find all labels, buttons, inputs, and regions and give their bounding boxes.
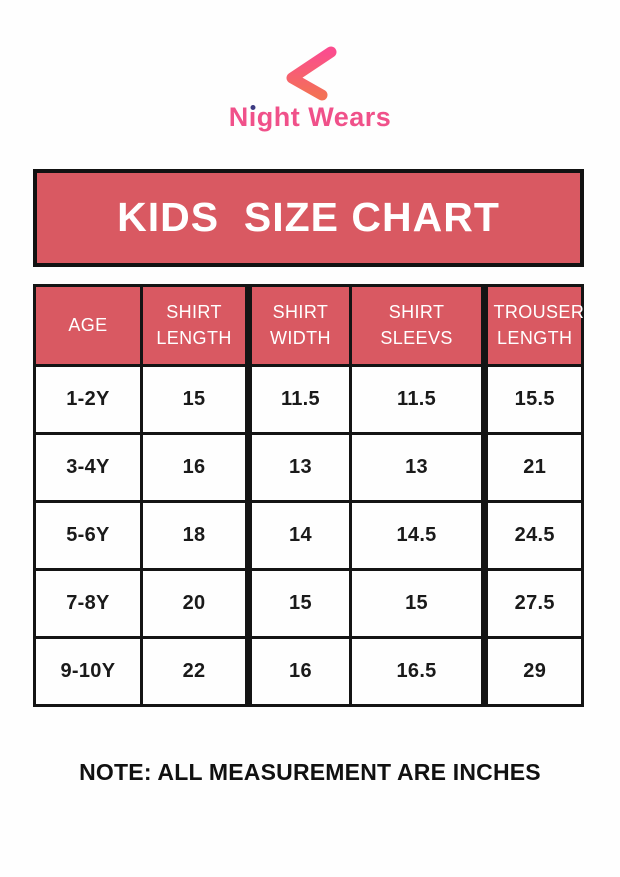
measurement-note: NOTE: ALL MEASUREMENT ARE INCHES <box>79 758 541 785</box>
cell-shirt-sleevs: 16.5 <box>348 635 487 707</box>
cell-shirt-width: 14 <box>245 499 352 571</box>
table-row: 1-2Y 15 11.5 11.5 15.5 <box>33 363 584 435</box>
i-dot-icon <box>250 105 256 110</box>
cell-shirt-length: 20 <box>139 567 251 639</box>
brand-wordmark-i: ı <box>248 102 257 132</box>
cell-shirt-length: 15 <box>139 363 251 435</box>
cell-age: 3-4Y <box>33 431 143 503</box>
kids-size-table: AGE SHIRT LENGTH SHIRT WIDTH SHIRT SLEEV… <box>33 283 584 707</box>
cell-age: 7-8Y <box>33 567 143 639</box>
column-header-shirt-sleevs: SHIRT SLEEVS <box>348 283 487 367</box>
cell-trouser-length: 27.5 <box>481 567 584 639</box>
column-header-shirt-width: SHIRT WIDTH <box>245 283 352 367</box>
column-header-shirt-length: SHIRT LENGTH <box>139 283 251 367</box>
cell-age: 5-6Y <box>33 499 143 571</box>
table-row: 3-4Y 16 13 13 21 <box>33 431 584 503</box>
table-header-row: AGE SHIRT LENGTH SHIRT WIDTH SHIRT SLEEV… <box>33 283 584 367</box>
cell-trouser-length: 21 <box>481 431 584 503</box>
title-banner: KIDS SIZE CHART <box>33 168 584 267</box>
cell-shirt-length: 22 <box>139 635 251 707</box>
cell-shirt-length: 18 <box>139 499 251 571</box>
cell-trouser-length: 15.5 <box>481 363 584 435</box>
cell-shirt-sleevs: 13 <box>348 431 487 503</box>
cell-shirt-width: 13 <box>245 431 352 503</box>
cell-shirt-width: 15 <box>245 567 352 639</box>
page-title: KIDS SIZE CHART <box>117 194 500 241</box>
brand-wordmark-n: N <box>228 102 249 132</box>
cell-shirt-sleevs: 11.5 <box>348 363 487 435</box>
brand-wordmark-rest: ght Wears <box>256 102 392 132</box>
table-row: 7-8Y 20 15 15 27.5 <box>33 567 584 639</box>
table-row: 9-10Y 22 16 16.5 29 <box>33 635 584 707</box>
cell-shirt-length: 16 <box>139 431 251 503</box>
cell-shirt-width: 16 <box>245 635 352 707</box>
column-header-trouser-length: TROUSER LENGTH <box>481 283 584 367</box>
cell-trouser-length: 24.5 <box>481 499 584 571</box>
nw-monogram-icon <box>282 43 338 101</box>
cell-shirt-width: 11.5 <box>245 363 352 435</box>
cell-age: 9-10Y <box>33 635 143 707</box>
column-header-age: AGE <box>33 283 143 367</box>
cell-shirt-sleevs: 14.5 <box>348 499 487 571</box>
table-row: 5-6Y 18 14 14.5 24.5 <box>33 499 584 571</box>
cell-trouser-length: 29 <box>481 635 584 707</box>
cell-shirt-sleevs: 15 <box>348 567 487 639</box>
cell-age: 1-2Y <box>33 363 143 435</box>
